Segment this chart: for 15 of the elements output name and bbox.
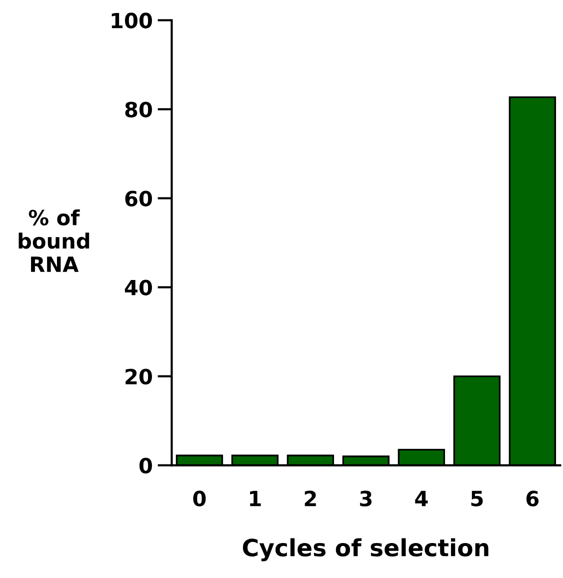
y-tick-label: 40 [124, 280, 152, 296]
x-tick-label: 4 [415, 490, 428, 506]
x-tick-label: 1 [250, 490, 261, 506]
x-tick-label: 3 [360, 490, 372, 506]
y-tick-label: 20 [126, 368, 152, 384]
x-tick-label: 0 [193, 490, 206, 506]
x-tick-label: 6 [526, 490, 539, 506]
y-tick-label: 0 [139, 458, 152, 474]
y-tick-label: 100 [112, 12, 152, 28]
x-axis-title: Cycles of selection [242, 538, 488, 562]
x-tick-label: 5 [471, 490, 483, 506]
x-tick-label: 2 [304, 490, 316, 506]
y-tick-label: 60 [125, 190, 152, 206]
y-axis-title: % of bound RNA [18, 209, 90, 272]
y-tick-label: 80 [125, 102, 152, 118]
